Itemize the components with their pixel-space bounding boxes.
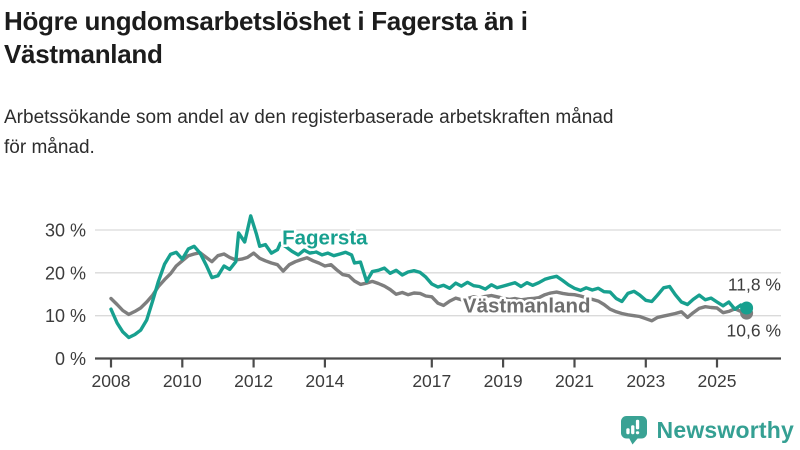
x-tick-label-2012: 2012 [234, 371, 273, 391]
y-tick-label-0: 0 % [55, 349, 86, 369]
page-title-line-2: Västmanland [4, 39, 163, 69]
vastmanland-end-value-label: 10,6 % [727, 321, 781, 341]
chart-subtitle: Arbetssökande som andel av den registerb… [4, 103, 794, 163]
y-tick-label-10: 10 % [45, 306, 86, 326]
fagersta-series-label: Fagersta [282, 227, 368, 250]
vastmanland-line [109, 251, 749, 323]
fagersta-end-dot [740, 301, 754, 315]
page-title: Högre ungdomsarbetslöshet i Fagersta än … [4, 5, 784, 71]
chart-subtitle-line-1: Arbetssökande som andel av den registerb… [4, 107, 614, 128]
y-tick-label-30: 30 % [45, 221, 86, 241]
chart-subtitle-line-2: för månad. [4, 137, 95, 158]
page-title-line-1: Högre ungdomsarbetslöshet i Fagersta än … [4, 6, 528, 36]
newsworthy-wordmark: Newsworthy [656, 416, 794, 443]
x-tick-label-2017: 2017 [412, 371, 451, 391]
unemployment-line-chart-svg: 0 % 10 % 20 % 30 % 2008 2010 2012 2014 2017 2019 2… [45, 214, 781, 391]
bar-chart-speech-bubble-icon [620, 416, 647, 445]
x-tick-label-2021: 2021 [555, 371, 594, 391]
x-tick-label-2025: 2025 [698, 371, 737, 391]
x-tick-label-2008: 2008 [92, 371, 131, 391]
x-tick-label-2014: 2014 [305, 371, 344, 391]
x-tick-label-2023: 2023 [626, 371, 665, 391]
fagersta-line [109, 214, 749, 340]
newsworthy-logo: Newsworthy [620, 415, 794, 445]
line-chart: 0 % 10 % 20 % 30 % 2008 2010 2012 2014 2017 2019 2… [0, 190, 800, 402]
vastmanland-series-label: Västmanland [463, 295, 591, 318]
y-tick-label-20: 20 % [45, 263, 86, 283]
x-tick-label-2010: 2010 [163, 371, 202, 391]
x-tick-label-2019: 2019 [484, 371, 523, 391]
fagersta-end-value-label: 11,8 % [728, 275, 781, 295]
